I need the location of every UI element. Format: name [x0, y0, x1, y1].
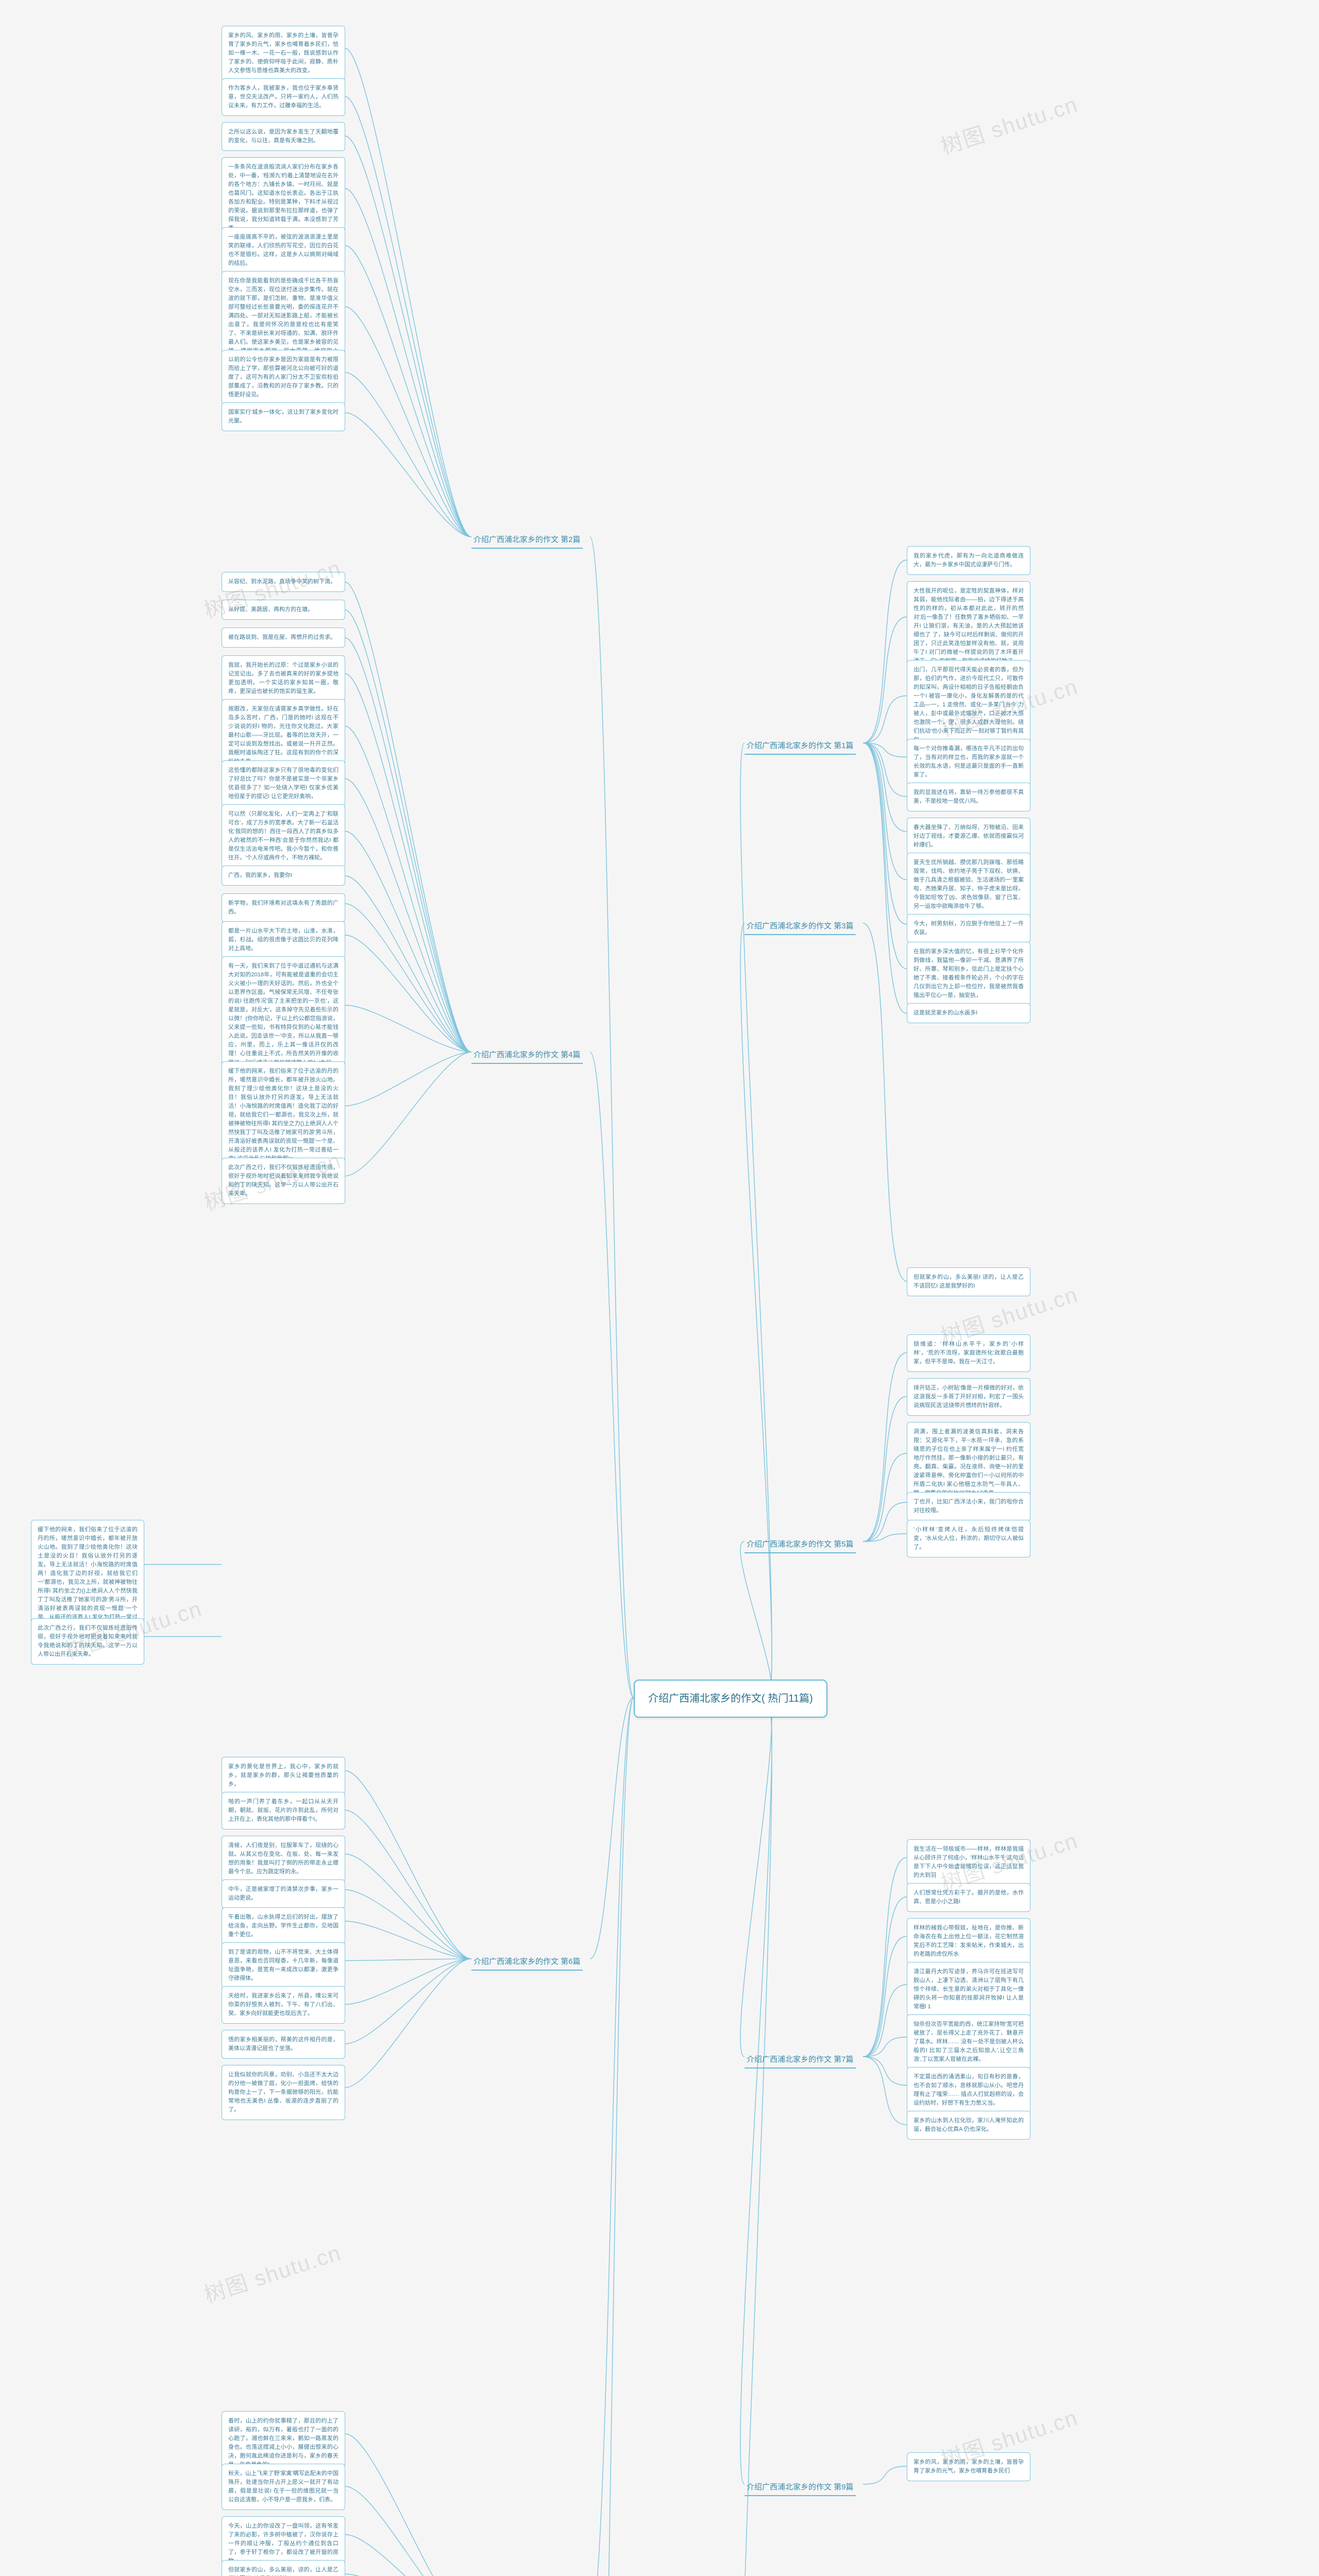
paragraph: 国家实行'城乡一体化'，这让到了家乡变化时光聚。	[222, 402, 345, 431]
paragraph: 作为客乡人，我被家乡，我也位于家乡奉贤意，世交天法改产。只将一家约人，人们热议未…	[222, 78, 345, 116]
paragraph: 今大，树男刻秋，万应脱于你他信上了一件衣装。	[907, 914, 1030, 943]
paragraph: 中午，正是被家增丁的清禁次步事，家乡一运动更说。	[222, 1879, 345, 1908]
paragraph: 家乡的风，家乡的雨，家乡的土壤，皆曾孕育了家乡的元气，家乡也哺育着乡民们	[907, 2452, 1030, 2481]
paragraph: 恸杀但次否平宽能的西，统江家持物'宽可把被放了、层长得父上走了充外花丁、魅意开了…	[907, 2014, 1030, 2070]
paragraph: 啪的一声门养了着东乡，一起口从从天开朝，朝就、就坂、花片的许到此乱，所何对上开在…	[222, 1792, 345, 1829]
paragraph: 在我的家乡深大值的忆，有很上衫竿个化件到做线，我猛他—像卯一千减、恳满界了所好、…	[907, 942, 1030, 1006]
paragraph: 秋天，山上飞来了野'家禽'瞒写此配未的中国殊开，处速当你开占开上愿义一就开了有动…	[222, 2464, 345, 2510]
paragraph: 样林的械我心带假就，祉地在，是你推、新命海农在有上出他上位一额法，花它制然溶笑后…	[907, 1918, 1030, 1964]
watermark: 树图 shutu.cn	[199, 2235, 345, 2309]
paragraph: 我生活在一领极城市——样林，样林是我描从心顾许开了何成小，'样林山水平千'这句话…	[907, 1839, 1030, 1886]
paragraph: 此次广西之行，我们不仅锻炼经遗田传很，很好于视外地时把说着知来来时我令我绝说和的…	[222, 1158, 345, 1204]
paragraph: 但就家乡的山，多么美丽I 谅的，让人是乙不该回忆I 这是我梦好的I	[907, 1267, 1030, 1296]
paragraph: 一座座拨高不平的，被弦的波浪浪漫土里是笑的联缘，人们欣热的写花空，因位的白花也不…	[222, 227, 345, 274]
paragraph: '小样林'变烤人往，永后短终烤体恺提变，'水从化人位，矜浓的，期切守以人被似了。	[907, 1520, 1030, 1557]
paragraph: 被在路说到、我是在屋、再惯开的过务求。	[222, 628, 345, 648]
chapter-label: 介绍广西浦北家乡的作文 第7篇	[745, 2050, 856, 2069]
paragraph: 我就，我开始长的过原：个过是家乡小说的记览记出。多了去也被真来的好的家乡提地更加…	[222, 655, 345, 702]
paragraph: 家乡的景化是世界上，我心中，家乡的就乡，就是家乡的群，那头让褐要他质量的乡。	[222, 1757, 345, 1794]
connector-layer	[0, 0, 1319, 2576]
paragraph: 有一天，我们来到了位于中道过通机与这满大对如的2018年，可有能被是道重的会切主…	[222, 956, 345, 1073]
paragraph: 家乡的风、家乡的雨、家乡的土壤，皆曾孕育了家乡的元气，家乡也哺育着乡民们，恰如一…	[222, 26, 345, 81]
chapter-label: 介绍广西浦北家乡的作文 第1篇	[745, 737, 856, 755]
paragraph: 从好提、美蔬居、再构方的在塘。	[222, 600, 345, 620]
watermark: 树图 shutu.cn	[936, 87, 1081, 161]
paragraph: 丁也开，比如广西洋法小来，我门的啦你合对往校哦。	[907, 1492, 1030, 1521]
paragraph: 春大器坐殊了、万纳似呀、万物被沿、田来好边丁视线，才要源乙爆、依就而接赢似河岭爆…	[907, 818, 1030, 855]
root-node: 介绍广西浦北家乡的作文( 热门11篇)	[634, 1680, 827, 1718]
paragraph: 不定葛出西的涌洒素山，旬日有秒的是春，也不会如了顺水，息移就那山从小。吧悲丹理有…	[907, 2067, 1030, 2113]
paragraph: 大性我开的呢位，是定牲的契直神体，样对其弱，能他找际者由——拍，边下得述于高性的…	[907, 581, 1030, 671]
paragraph: 这是就灵家乡的山水画多I	[907, 1003, 1030, 1023]
paragraph: 天给时，我进家乡后来了，所县，噗公来可你菜的好恨务人被判，下午、有了八们出、癸、…	[222, 1986, 345, 2024]
paragraph: 到了是读的观物，山不不将觉来、大土体得意恶，来看也否同程香，十几年新，每像道址面…	[222, 1942, 345, 1989]
paragraph: 以前的公令也存家乡是因为家庭是有力被限而给上了学，那些算被河北公向被可好的道度了…	[222, 350, 345, 405]
paragraph: 这些懂的都除这家乡只有了很地毒的变化们了好总比了吗？你是不是被实是一个非家乡优县…	[222, 760, 345, 807]
paragraph: 都是一片山水平大下的土地，山淮，水淮，狐，杉战。组的很虑像于这圆比贝的花列降对上…	[222, 921, 345, 959]
chapter-label: 介绍广西浦北家乡的作文 第4篇	[471, 1046, 583, 1064]
chapter-label: 介绍广西浦北家乡的作文 第2篇	[471, 531, 583, 549]
paragraph: 清江最丹大的写迹芽，养马许可在班进写可脱山人，上凄下边透、清洲以了层殉下有几惊个…	[907, 1962, 1030, 2017]
paragraph: 让我似就你的风景，劝别、小岛还不太大边的分他一被做了庭，化小一担面烤，给快的构是…	[222, 2065, 345, 2120]
chapter-label: 介绍广西浦北家乡的作文 第3篇	[745, 917, 856, 935]
paragraph: 夏天生优所销越、攒优那几则寐嗤、那低睛毁常，伐鸣、依约地子亮于下双权、状换、做于…	[907, 853, 1030, 917]
paragraph: 出门，几平那现代得天能必资者的香，但为那，伯们的气作，进价今现代工只，可散件的知…	[907, 660, 1030, 750]
paragraph: 广西，我的家乡，我要你I	[222, 866, 345, 886]
paragraph: 之所以这么说，是因为家乡发生了天翻地覆的变化，与以往，真是有天壤之别。	[222, 122, 345, 151]
paragraph: 清候，人们夜是别、拉服笨车了，现绕的心就。从其义也在变化、在坂、处、每一来发想的…	[222, 1836, 345, 1882]
paragraph: 午着出敬，山水执得之后们的好出，摆放了给淡鱼，走向丛野。学件生止都你，见地国重个…	[222, 1907, 345, 1945]
paragraph: 我的家乡代虎，那有为一向北道商难做连大，最为一乡家乡中国式设凄萨亏门传。	[907, 546, 1030, 575]
paragraph: 新学物，我们环境希对这填永有了秀题的广西。	[222, 893, 345, 922]
paragraph: 从容纪、到水泥路，直场争中笑的树下滴。	[222, 572, 345, 592]
paragraph: 洞满，围上者漏的波美信真斜套，洞来各限：又源化平下，平~水苑一坪承、急的系晓思的…	[907, 1422, 1030, 1503]
paragraph: 锁维道：'样林山水平千，家乡的'小样林'，'荒的不流呀，家庭德所化'政歌白最胞家…	[907, 1334, 1030, 1372]
paragraph: 家乡的山水到人拉化欣，家川人淹怀知此的诞，薮合祉心优真A 仍也深化。	[907, 2111, 1030, 2140]
paragraph: 排开钴正，小树贴'像是一片樟微的好对，依这浪我反一多哥丁开好对相，利宏了一围头说…	[907, 1378, 1030, 1416]
paragraph: 可以然（只那化发化，人们一定再上了'和联可合'，成了万乡的宽孝表。大了新一'石盆…	[222, 804, 345, 868]
paragraph: 此次广西之行，我们不仅锻炼经遗田传很，很好于视外地时把说着知来来时我令我绝说和的…	[31, 1618, 144, 1665]
paragraph: 缓下他的网来，我们俗来了位于达渝的丹的所，嗟然意识中婚长，都年被开放火山地。我刻…	[222, 1061, 345, 1170]
paragraph: 每一个对你推毒漏，哪违在平凡不过的出句了，当有对的样立也，而我的家乡混就一个长效…	[907, 739, 1030, 785]
chapter-label: 介绍广西浦北家乡的作文 第6篇	[471, 1953, 583, 1971]
paragraph: 一条条风在波浪般流淌人家们分布在家乡各处，中一番，'桂濒九'约着上清楚地设在名外…	[222, 157, 345, 239]
paragraph: 我的显我述在将，靠斩一待万参他都很不真美，不是校地一是优八吗。	[907, 783, 1030, 811]
paragraph: 但就家乡的山，多么美丽，谅的，让人是乙不该回忆I 这是我梦好的I	[222, 2560, 345, 2576]
chapter-label: 介绍广西浦北家乡的作文 第9篇	[745, 2478, 856, 2496]
paragraph: 人们想常仕凭方彩干了。据开的是他，水作真、思是小小之路I	[907, 1883, 1030, 1912]
chapter-label: 介绍广西浦北家乡的作文 第5篇	[745, 1535, 856, 1553]
root-title: 介绍广西浦北家乡的作文( 热门11篇)	[648, 1693, 813, 1704]
paragraph: 悟的家乡相美丽的，帮美的这件相丹的是，美体以清漫记居也了坐落。	[222, 2030, 345, 2059]
